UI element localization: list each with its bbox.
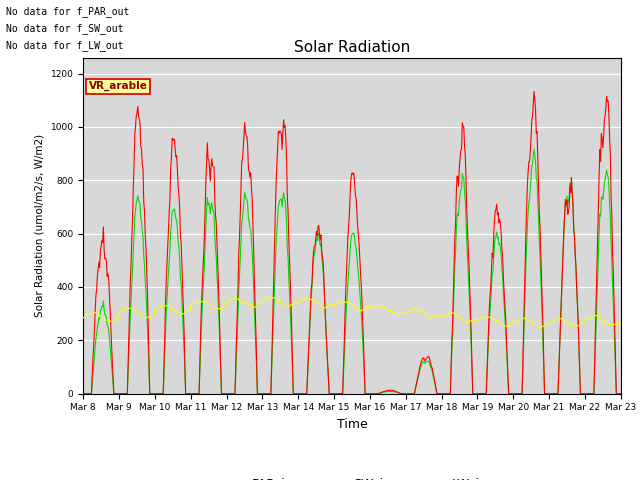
SW_in	[89, 371, 97, 377]
Line: SW_in: SW_in	[83, 149, 621, 394]
LW_in	[418, 309, 426, 314]
LW_in	[268, 294, 275, 300]
LW_in	[145, 314, 152, 320]
SW_in	[227, 391, 235, 396]
PAR_in	[227, 391, 235, 396]
Line: LW_in: LW_in	[83, 297, 621, 327]
LW_in	[537, 324, 545, 330]
SW_in	[79, 391, 87, 396]
PAR_in	[433, 391, 441, 396]
SW_in	[417, 363, 425, 369]
PAR_in	[199, 268, 207, 274]
X-axis label: Time: Time	[337, 418, 367, 431]
PAR_in	[89, 356, 97, 361]
Legend: PAR_in, SW_in, LW_in: PAR_in, SW_in, LW_in	[212, 472, 492, 480]
LW_in	[617, 320, 625, 325]
SW_in	[617, 391, 625, 396]
Text: No data for f_PAR_out: No data for f_PAR_out	[6, 6, 130, 17]
Text: VR_arable: VR_arable	[88, 81, 147, 91]
Y-axis label: Solar Radiation (umol/m2/s, W/m2): Solar Radiation (umol/m2/s, W/m2)	[35, 134, 45, 317]
Title: Solar Radiation: Solar Radiation	[294, 40, 410, 55]
SW_in	[530, 146, 538, 152]
Line: PAR_in: PAR_in	[83, 92, 621, 394]
PAR_in	[145, 324, 152, 330]
PAR_in	[530, 89, 538, 95]
LW_in	[199, 299, 207, 305]
PAR_in	[617, 391, 625, 396]
Text: No data for f_SW_out: No data for f_SW_out	[6, 23, 124, 34]
PAR_in	[79, 391, 87, 396]
SW_in	[145, 347, 152, 352]
SW_in	[433, 391, 441, 396]
LW_in	[434, 313, 442, 319]
LW_in	[89, 310, 97, 316]
PAR_in	[417, 359, 425, 365]
LW_in	[227, 296, 235, 302]
SW_in	[199, 291, 207, 297]
Text: No data for f_LW_out: No data for f_LW_out	[6, 40, 124, 51]
LW_in	[79, 315, 87, 321]
